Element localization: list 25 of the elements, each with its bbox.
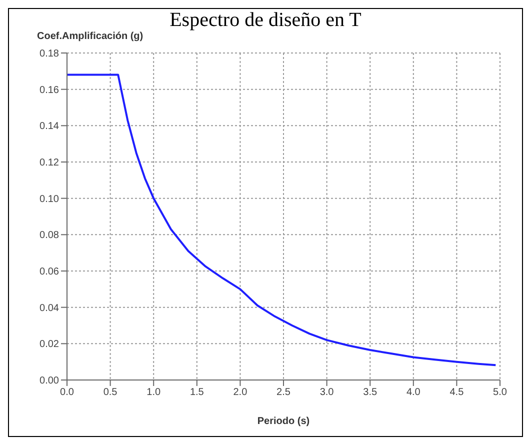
x-tick-label: 5.0	[493, 387, 508, 398]
x-tick-label: 3.0	[320, 387, 334, 398]
y-tick-label: 0.16	[40, 84, 60, 96]
x-tick-label: 4.0	[406, 387, 421, 398]
x-tick-label: 1.0	[146, 387, 161, 398]
y-tick-label: 0.08	[40, 230, 60, 242]
y-tick-label: 0.14	[40, 121, 60, 132]
chart-title: Espectro de diseño en T	[168, 9, 362, 31]
x-tick-label: 1.5	[190, 387, 204, 398]
y-tick-label: 0.10	[40, 194, 60, 205]
y-tick-label: 0.04	[40, 302, 60, 314]
y-tick-label: 0.06	[40, 266, 60, 278]
x-tick-label: 0.5	[103, 387, 118, 398]
x-tick-label: 4.5	[450, 387, 464, 398]
x-tick-label: 3.5	[363, 387, 378, 398]
x-axis-title: Periodo (s)	[257, 416, 310, 427]
y-tick-label: 0.18	[40, 48, 60, 60]
y-tick-label: 0.12	[40, 158, 60, 169]
x-tick-label: 2.5	[276, 387, 291, 398]
y-tick-label: 0.00	[40, 376, 60, 387]
x-tick-label: 0.0	[60, 387, 74, 398]
x-tick-label: 2.0	[233, 387, 248, 398]
line-series	[67, 74, 497, 366]
y-tick-label: 0.02	[40, 339, 60, 350]
y-axis-title: Coef.Amplificación (g)	[37, 31, 144, 44]
